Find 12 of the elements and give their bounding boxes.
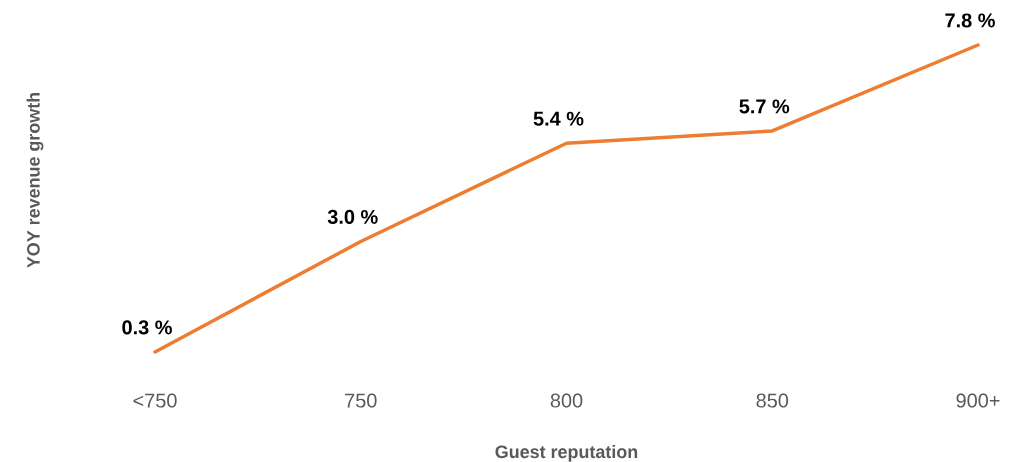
x-tick-label: 800 bbox=[550, 393, 583, 408]
data-label: 5.7 % bbox=[739, 99, 790, 114]
data-label: 0.3 % bbox=[122, 320, 172, 335]
x-tick-label: <750 bbox=[133, 393, 177, 408]
data-label: 5.4 % bbox=[533, 111, 584, 126]
x-tick-label: 750 bbox=[345, 393, 377, 408]
x-axis-title: Guest reputation bbox=[495, 445, 638, 462]
data-label: 3.0 % bbox=[327, 209, 378, 224]
x-tick-label: 850 bbox=[756, 393, 789, 408]
y-axis-title: YOY revenue growth bbox=[26, 92, 44, 268]
data-label: 7.8 % bbox=[945, 13, 995, 28]
x-tick-label: 900+ bbox=[956, 393, 1000, 408]
